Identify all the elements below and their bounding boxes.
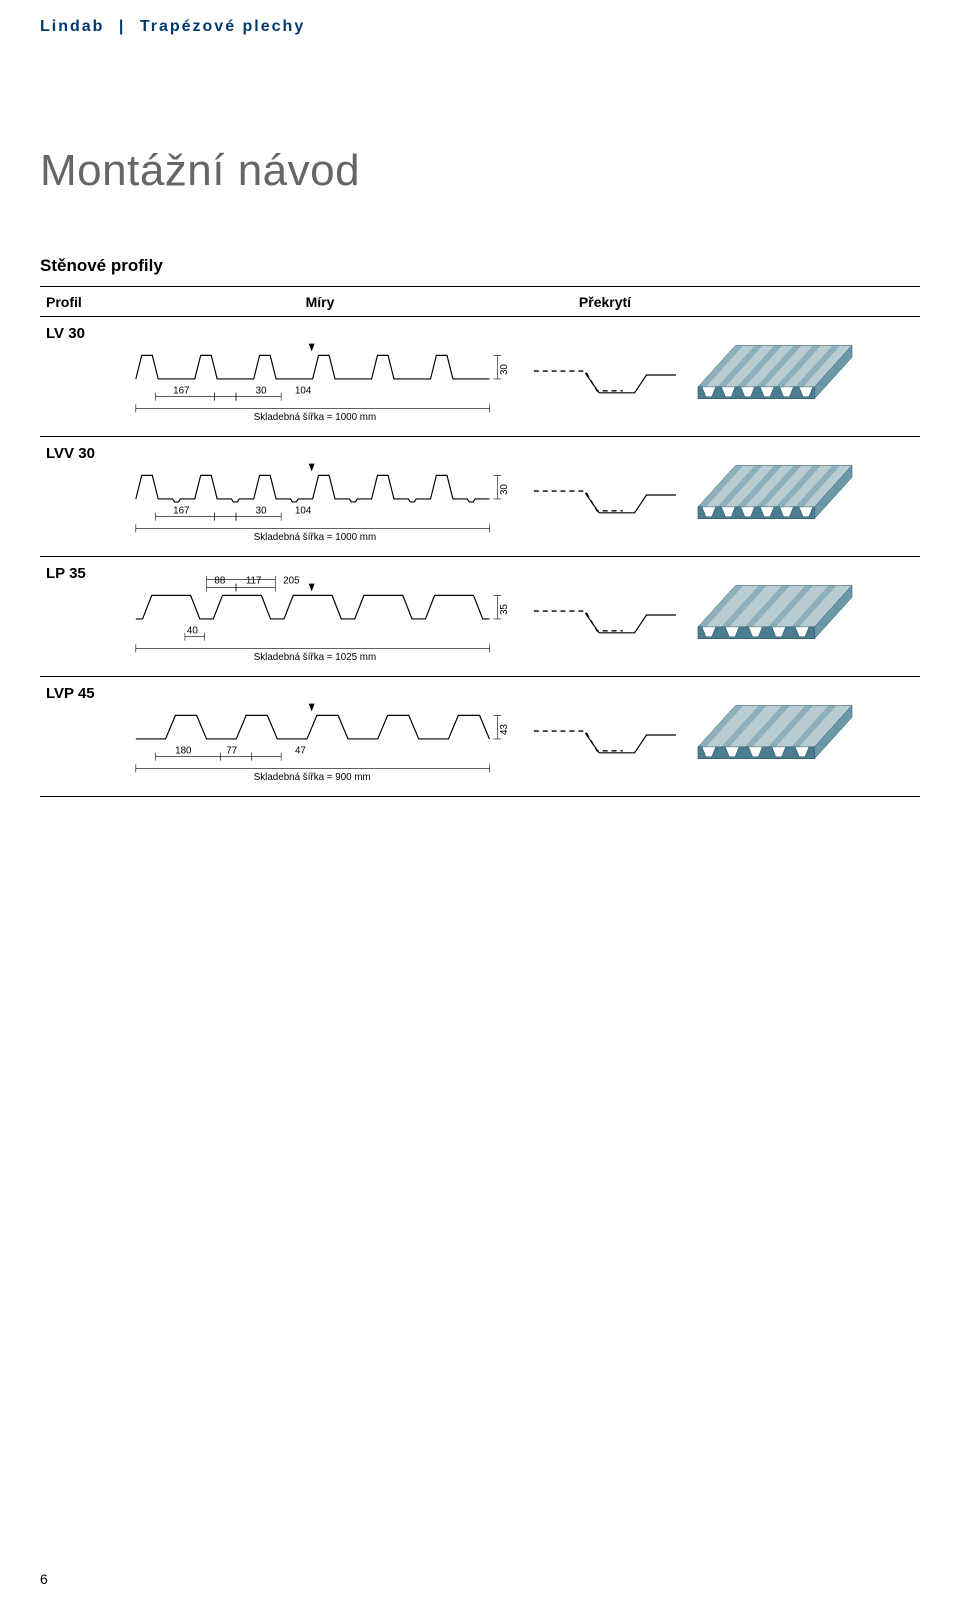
svg-text:167: 167 bbox=[173, 385, 189, 396]
svg-text:104: 104 bbox=[295, 505, 312, 516]
profile-code: LV 30 bbox=[40, 317, 120, 436]
svg-text:40: 40 bbox=[187, 625, 198, 636]
page-number: 6 bbox=[40, 1571, 48, 1587]
brand-name: Lindab bbox=[40, 18, 104, 35]
profile-overlap bbox=[520, 677, 690, 796]
page-header: Lindab | Trapézové plechy bbox=[0, 0, 960, 36]
profile-render bbox=[690, 677, 860, 796]
svg-text:88: 88 bbox=[214, 575, 225, 586]
section-heading: Stěnové profily bbox=[0, 196, 960, 286]
svg-text:Skladebná šířka = 1000 mm: Skladebná šířka = 1000 mm bbox=[254, 532, 376, 543]
page-title: Montážní návod bbox=[0, 36, 960, 196]
table-row: LVV 30 30 Skladebná šířka = 1000 mm 167 … bbox=[40, 437, 920, 557]
table-row: LV 30 30 Skladebná šířka = 1000 mm 167 3… bbox=[40, 317, 920, 437]
svg-text:30: 30 bbox=[256, 505, 267, 516]
profile-overlap bbox=[520, 557, 690, 676]
svg-text:43: 43 bbox=[499, 723, 510, 734]
svg-text:Skladebná šířka = 900 mm: Skladebná šířka = 900 mm bbox=[254, 772, 371, 783]
svg-text:104: 104 bbox=[295, 385, 312, 396]
col-dims: Míry bbox=[120, 287, 520, 316]
svg-text:30: 30 bbox=[499, 363, 510, 374]
svg-text:167: 167 bbox=[173, 505, 189, 516]
profile-overlap bbox=[520, 437, 690, 556]
svg-text:Skladebná šířka = 1025 mm: Skladebná šířka = 1025 mm bbox=[254, 652, 376, 663]
profile-render bbox=[690, 437, 860, 556]
profile-diagram: 30 Skladebná šířka = 1000 mm 167 30 104 bbox=[120, 317, 520, 436]
profile-diagram: 35 Skladebná šířka = 1025 mm 88 117 205 … bbox=[120, 557, 520, 676]
svg-text:180: 180 bbox=[175, 745, 192, 756]
svg-text:Skladebná šířka = 1000 mm: Skladebná šířka = 1000 mm bbox=[254, 412, 376, 423]
table-row: LVP 45 43 Skladebná šířka = 900 mm 180 7… bbox=[40, 677, 920, 797]
svg-text:47: 47 bbox=[295, 745, 306, 756]
svg-text:30: 30 bbox=[499, 483, 510, 494]
col-render bbox=[690, 287, 860, 316]
profile-diagram: 43 Skladebná šířka = 900 mm 180 77 47 bbox=[120, 677, 520, 796]
profiles-table: Profil Míry Překrytí LV 30 30 Skladebná … bbox=[40, 286, 920, 797]
profile-code: LVV 30 bbox=[40, 437, 120, 556]
profile-render bbox=[690, 317, 860, 436]
profile-code: LP 35 bbox=[40, 557, 120, 676]
svg-text:77: 77 bbox=[226, 745, 237, 756]
profile-render bbox=[690, 557, 860, 676]
svg-text:117: 117 bbox=[246, 575, 262, 586]
table-row: LP 35 35 Skladebná šířka = 1025 mm 88 11… bbox=[40, 557, 920, 677]
header-separator: | bbox=[119, 18, 125, 35]
svg-text:30: 30 bbox=[256, 385, 267, 396]
profile-diagram: 30 Skladebná šířka = 1000 mm 167 30 104 bbox=[120, 437, 520, 556]
col-profile: Profil bbox=[40, 287, 120, 316]
profile-code: LVP 45 bbox=[40, 677, 120, 796]
table-header-row: Profil Míry Překrytí bbox=[40, 287, 920, 317]
profile-overlap bbox=[520, 317, 690, 436]
col-overlap: Překrytí bbox=[520, 287, 690, 316]
svg-text:35: 35 bbox=[499, 603, 510, 614]
header-category: Trapézové plechy bbox=[140, 18, 305, 35]
svg-text:205: 205 bbox=[283, 575, 300, 586]
